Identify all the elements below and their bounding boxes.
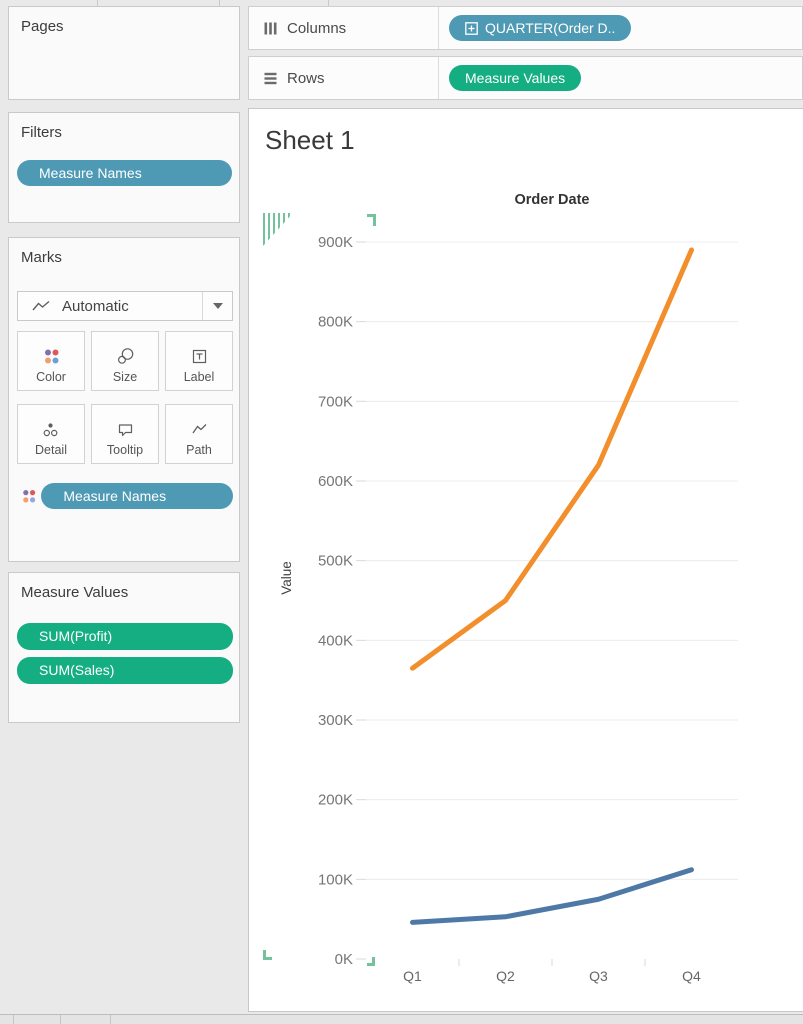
worksheet-canvas: Sheet 1 Order Date 0K 100K 200K 300K 400K 500… (248, 108, 803, 1012)
color-icon (44, 349, 58, 364)
marks-title: Marks (21, 249, 62, 266)
y-tick-label[interactable]: 900K (318, 234, 353, 251)
plot-svg[interactable]: 0K 100K 200K 300K 400K 500K 600K 700K 800K 900K Q1… (269, 204, 749, 989)
tooltip-icon (118, 424, 132, 437)
path-icon (191, 424, 206, 434)
x-category-label[interactable]: Q2 (496, 968, 515, 984)
status-bar-divider (110, 1015, 111, 1024)
columns-pill-label: QUARTER(Order D.. (485, 20, 616, 36)
marks-encoding-row: Measure Names (21, 483, 233, 509)
x-category-label[interactable]: Q4 (682, 968, 701, 984)
window-edge-divider (219, 0, 220, 6)
marks-button-grid: Color Size Label Detail (17, 331, 233, 464)
size-icon (117, 348, 133, 364)
y-tick-label[interactable]: 0K (335, 951, 353, 968)
rows-shelf: Rows Measure Values (248, 56, 803, 100)
sheet-title[interactable]: Sheet 1 (265, 125, 355, 155)
encoding-pill-measure-names[interactable]: Measure Names (41, 483, 233, 509)
status-bar (0, 1014, 803, 1024)
size-button[interactable]: Size (91, 331, 159, 391)
filters-panel: Filters Measure Names (8, 112, 240, 223)
mark-type-caret-button[interactable] (202, 292, 232, 320)
status-bar-divider (60, 1015, 61, 1024)
plus-box-icon[interactable] (465, 21, 478, 35)
x-category-label[interactable]: Q3 (589, 968, 608, 984)
pill-sum-profit[interactable]: SUM(Profit) (17, 623, 233, 650)
y-tick-label[interactable]: 100K (318, 871, 353, 888)
rows-icon (264, 72, 277, 84)
color-dots-icon (23, 489, 36, 502)
columns-pill-quarter-order-date[interactable]: QUARTER(Order D.. (449, 15, 632, 41)
rows-pill-measure-values[interactable]: Measure Values (449, 65, 582, 91)
column-field-header[interactable]: Order Date (514, 192, 590, 208)
measure-values-title: Measure Values (21, 584, 129, 601)
tooltip-button[interactable]: Tooltip (91, 404, 159, 464)
selection-corner-bracket (367, 957, 375, 966)
y-tick-label[interactable]: 300K (318, 712, 353, 729)
y-tick-label[interactable]: 600K (318, 473, 353, 490)
rows-pill-label: Measure Values (465, 70, 566, 86)
mark-type-label: Automatic (62, 297, 129, 315)
mark-type-dropdown[interactable]: Automatic (17, 291, 233, 321)
y-tick-label[interactable]: 400K (318, 632, 353, 649)
window-edge-divider (97, 0, 98, 6)
pages-title: Pages (21, 18, 64, 35)
measure-values-panel: Measure Values SUM(Profit) SUM(Sales) (8, 572, 240, 723)
pill-sum-sales[interactable]: SUM(Sales) (17, 657, 233, 684)
columns-icon (264, 22, 277, 34)
detail-icon (43, 423, 57, 437)
y-tick-label[interactable]: 800K (318, 314, 353, 331)
path-button[interactable]: Path (165, 404, 233, 464)
y-axis-label[interactable]: Value (279, 561, 294, 595)
y-tick-label[interactable]: 500K (318, 553, 353, 570)
color-button[interactable]: Color (17, 331, 85, 391)
shelf-divider (438, 7, 439, 49)
y-tick-label[interactable]: 200K (318, 792, 353, 809)
selection-corner-bracket (263, 950, 272, 960)
detail-button[interactable]: Detail (17, 404, 85, 464)
shelf-divider (438, 57, 439, 99)
columns-shelf: Columns QUARTER(Order D.. (248, 6, 803, 50)
pages-panel: Pages (8, 6, 240, 100)
marks-panel: Marks Automatic Color Size (8, 237, 240, 562)
x-category-label[interactable]: Q1 (403, 968, 422, 984)
columns-shelf-label: Columns (287, 19, 347, 37)
y-tick-label[interactable]: 700K (318, 393, 353, 410)
label-icon (192, 349, 206, 364)
series-line-sum-profit-[interactable] (410, 867, 694, 925)
selection-corner-bracket (367, 214, 376, 226)
line-mark-icon (32, 300, 50, 311)
status-bar-divider (13, 1015, 14, 1024)
label-button[interactable]: Label (165, 331, 233, 391)
rows-shelf-label: Rows (287, 69, 325, 87)
filters-title: Filters (21, 124, 62, 141)
window-edge-divider (328, 0, 329, 6)
series-line-sum-sales-[interactable] (410, 247, 694, 671)
filter-pill-measure-names[interactable]: Measure Names (17, 160, 232, 186)
chevron-down-icon (212, 303, 223, 309)
